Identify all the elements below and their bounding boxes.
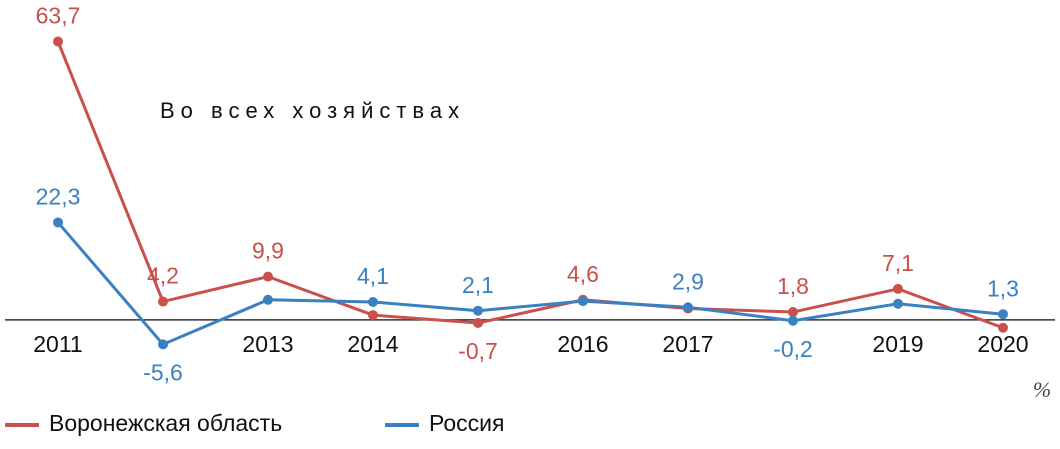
data-point	[158, 296, 168, 307]
data-point	[473, 305, 483, 316]
data-label: 9,9	[252, 238, 284, 264]
data-point	[998, 322, 1008, 333]
data-label: -0,7	[458, 338, 498, 364]
series-line	[56, 221, 1004, 347]
data-point	[368, 310, 378, 321]
data-point	[788, 315, 798, 326]
data-point	[788, 307, 798, 318]
data-point	[893, 283, 903, 294]
x-tick-label: 2020	[977, 331, 1028, 357]
legend-label: Россия	[429, 410, 504, 436]
data-label: 7,1	[882, 250, 914, 276]
data-label: 1,8	[777, 273, 809, 299]
data-label: -0,2	[773, 336, 813, 362]
x-tick-label: 2013	[242, 331, 293, 357]
data-point	[368, 296, 378, 307]
unit-label: %	[1033, 377, 1051, 402]
data-label: 1,3	[987, 275, 1019, 301]
data-label: -5,6	[143, 359, 183, 385]
x-tick-label: 2014	[347, 331, 398, 357]
data-label: 4,2	[147, 263, 179, 289]
data-label: 2,9	[672, 268, 704, 294]
data-point	[263, 294, 273, 305]
data-point	[53, 217, 63, 228]
data-point	[578, 296, 588, 307]
data-point	[158, 339, 168, 350]
x-tick-label: 2017	[662, 331, 713, 357]
data-label: 22,3	[36, 184, 81, 210]
x-tick-label: 2019	[872, 331, 923, 357]
legend-label: Воронежская область	[49, 410, 282, 436]
x-tick-label: 2011	[33, 331, 82, 357]
data-label: 2,1	[462, 272, 494, 298]
x-tick-label: 2016	[557, 331, 608, 357]
data-point	[998, 309, 1008, 320]
data-point	[53, 36, 63, 47]
data-label: 4,1	[357, 263, 389, 289]
data-point	[893, 298, 903, 309]
data-label: 63,7	[36, 3, 81, 29]
data-point	[263, 271, 273, 282]
series-line	[56, 40, 1004, 330]
data-point	[473, 317, 483, 328]
data-point	[683, 302, 693, 313]
data-label: 4,6	[567, 261, 599, 287]
annotation: Во всех хозяйствах	[160, 98, 465, 123]
